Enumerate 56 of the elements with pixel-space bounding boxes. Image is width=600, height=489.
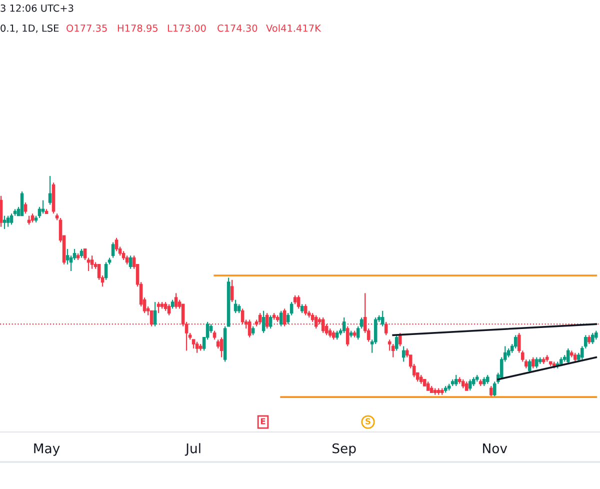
candlestick xyxy=(528,358,532,374)
candlestick xyxy=(153,301,157,327)
candlestick xyxy=(566,348,570,364)
candlestick xyxy=(296,294,300,310)
x-tick-label: Sep xyxy=(332,443,356,456)
candlestick xyxy=(342,316,346,334)
candlestick xyxy=(114,237,118,252)
text: C174.30 xyxy=(218,24,258,32)
candlestick xyxy=(156,301,160,314)
candlestick xyxy=(391,343,395,358)
candlestick xyxy=(48,175,52,206)
candlestick xyxy=(468,378,472,391)
text: Vol41.417K xyxy=(266,24,322,32)
candlestick xyxy=(20,190,24,216)
candlestick xyxy=(10,213,14,226)
candlestick xyxy=(41,200,45,214)
text: L173.00 xyxy=(168,24,206,32)
x-tick-label: May xyxy=(34,444,60,456)
candlestick xyxy=(86,257,90,272)
candlestick xyxy=(304,304,308,316)
candlestick xyxy=(195,341,199,354)
candlestick xyxy=(90,255,94,270)
candlestick xyxy=(346,326,350,347)
candlestick xyxy=(220,336,224,358)
candlestick xyxy=(104,262,108,280)
candlestick xyxy=(279,310,283,327)
text: 0.1, 1D, LSE xyxy=(0,24,59,33)
candlestick xyxy=(534,356,538,369)
text: S xyxy=(366,418,370,424)
candlestick xyxy=(128,255,132,270)
candlestick xyxy=(111,242,115,258)
candlestick xyxy=(514,334,518,349)
candlestick xyxy=(167,304,171,316)
x-tick-label: Jul xyxy=(184,443,200,456)
candlestick xyxy=(262,310,266,334)
candlestick xyxy=(394,334,398,352)
candlestick xyxy=(234,299,238,314)
text: H178.95 xyxy=(118,24,158,32)
text: E xyxy=(260,418,266,424)
candlestick xyxy=(268,314,272,330)
candlestick xyxy=(454,374,458,387)
candlestick xyxy=(0,195,3,228)
candlestick xyxy=(24,202,28,214)
candlestick xyxy=(83,248,87,261)
candlestick xyxy=(174,292,178,310)
candlestick xyxy=(402,346,406,362)
candlestick xyxy=(2,215,6,230)
candlestick xyxy=(489,385,493,398)
text: 3 12:06 UTC+3 xyxy=(0,4,74,12)
candlestick xyxy=(380,310,384,327)
candlestick xyxy=(6,215,10,228)
text: O177.35 xyxy=(66,24,107,32)
x-tick-label: Nov xyxy=(483,444,508,454)
candlestick xyxy=(531,356,535,369)
candlestick xyxy=(230,279,234,303)
candlestick xyxy=(591,332,594,345)
